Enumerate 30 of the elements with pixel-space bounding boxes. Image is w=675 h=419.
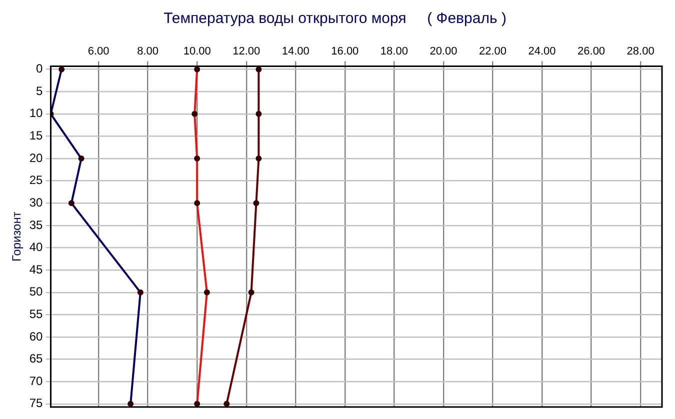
x-tick-label: 16.00 xyxy=(331,46,359,58)
x-tick-label: 28.00 xyxy=(626,46,654,58)
y-tick-label: 40 xyxy=(29,240,44,254)
x-tick-label: 22.00 xyxy=(478,46,507,58)
y-tick-label: 25 xyxy=(29,173,44,188)
y-tick-label: 65 xyxy=(29,352,44,366)
x-tick-label: 18.00 xyxy=(380,46,408,58)
y-tick-label: 15 xyxy=(29,128,44,143)
x-tick-label: 26.00 xyxy=(578,46,606,58)
y-axis-title: Горизонт xyxy=(10,211,24,262)
y-tick-label: 20 xyxy=(29,150,44,165)
y-tick-label: 35 xyxy=(29,218,44,232)
x-tick-label: 8.00 xyxy=(137,46,159,58)
x-tick-label: 20.00 xyxy=(430,46,458,58)
y-tick-label: 10 xyxy=(29,106,44,120)
x-tick-label: 10.00 xyxy=(183,46,211,58)
y-tick-label: 45 xyxy=(29,262,44,276)
chart-title: Температура воды открытого моря ( Февраль ) xyxy=(164,10,506,28)
y-tick-label: 55 xyxy=(29,306,44,321)
y-tick-label: 5 xyxy=(36,84,44,98)
y-tick-label: 70 xyxy=(29,374,44,388)
y-tick-label: 0 xyxy=(36,62,44,76)
y-tick-label: 50 xyxy=(29,284,44,299)
x-tick-label: 6.00 xyxy=(88,46,110,58)
y-tick-label: 60 xyxy=(29,329,44,344)
x-tick-label: 14.00 xyxy=(282,46,310,58)
y-tick-label: 30 xyxy=(29,195,44,210)
y-tick-label: 75 xyxy=(29,396,44,410)
x-tick-label: 24.00 xyxy=(528,46,556,58)
x-tick-label: 12.00 xyxy=(232,46,260,58)
